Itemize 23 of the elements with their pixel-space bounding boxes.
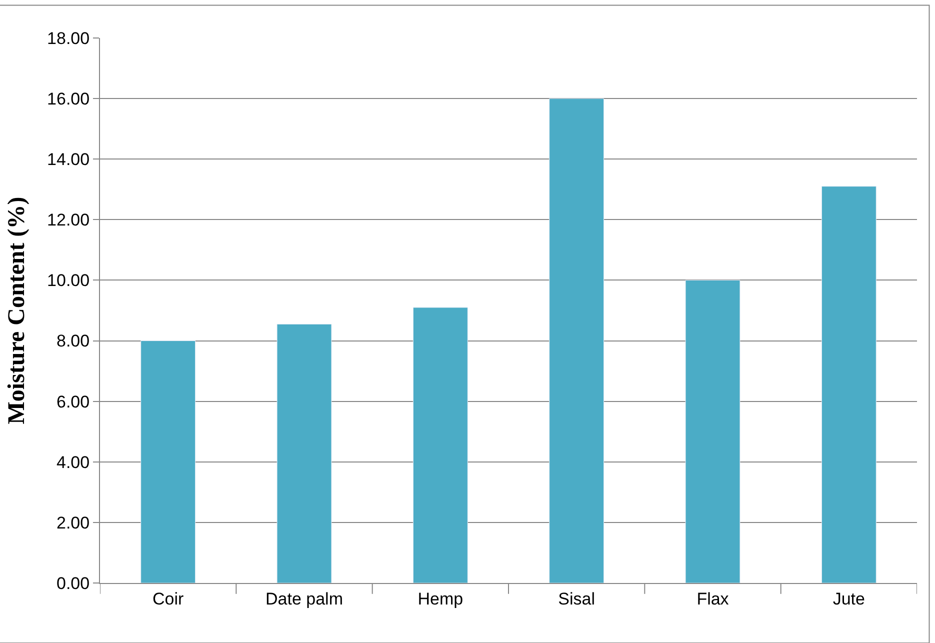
y-tick-label: 2.00 (56, 513, 90, 532)
bar (685, 280, 740, 583)
bar (276, 324, 332, 583)
bar (549, 98, 604, 583)
y-tick-label: 14.00 (47, 150, 90, 170)
y-tick-label: 10.00 (47, 271, 90, 290)
y-tick-label: 12.00 (47, 210, 90, 230)
y-tick-label: 4.00 (56, 452, 90, 472)
bar (412, 307, 468, 583)
bar (140, 340, 196, 583)
y-tick-label: 18.00 (47, 28, 90, 48)
x-tick-label: Jute (832, 589, 865, 608)
x-tick-label: Flax (696, 589, 730, 608)
y-tick-label: 0.00 (56, 574, 90, 593)
y-axis-title: Moisture Content (%) (4, 196, 30, 424)
x-tick-label: Sisal (558, 589, 596, 608)
bar (821, 186, 876, 583)
y-tick-label: 16.00 (47, 90, 90, 109)
y-tick-label: 6.00 (56, 392, 90, 412)
y-tick-label: 8.00 (56, 332, 90, 351)
x-tick-label: Hemp (418, 589, 464, 608)
x-tick-label: Coir (152, 589, 184, 608)
x-tick-label: Date palm (266, 589, 343, 608)
